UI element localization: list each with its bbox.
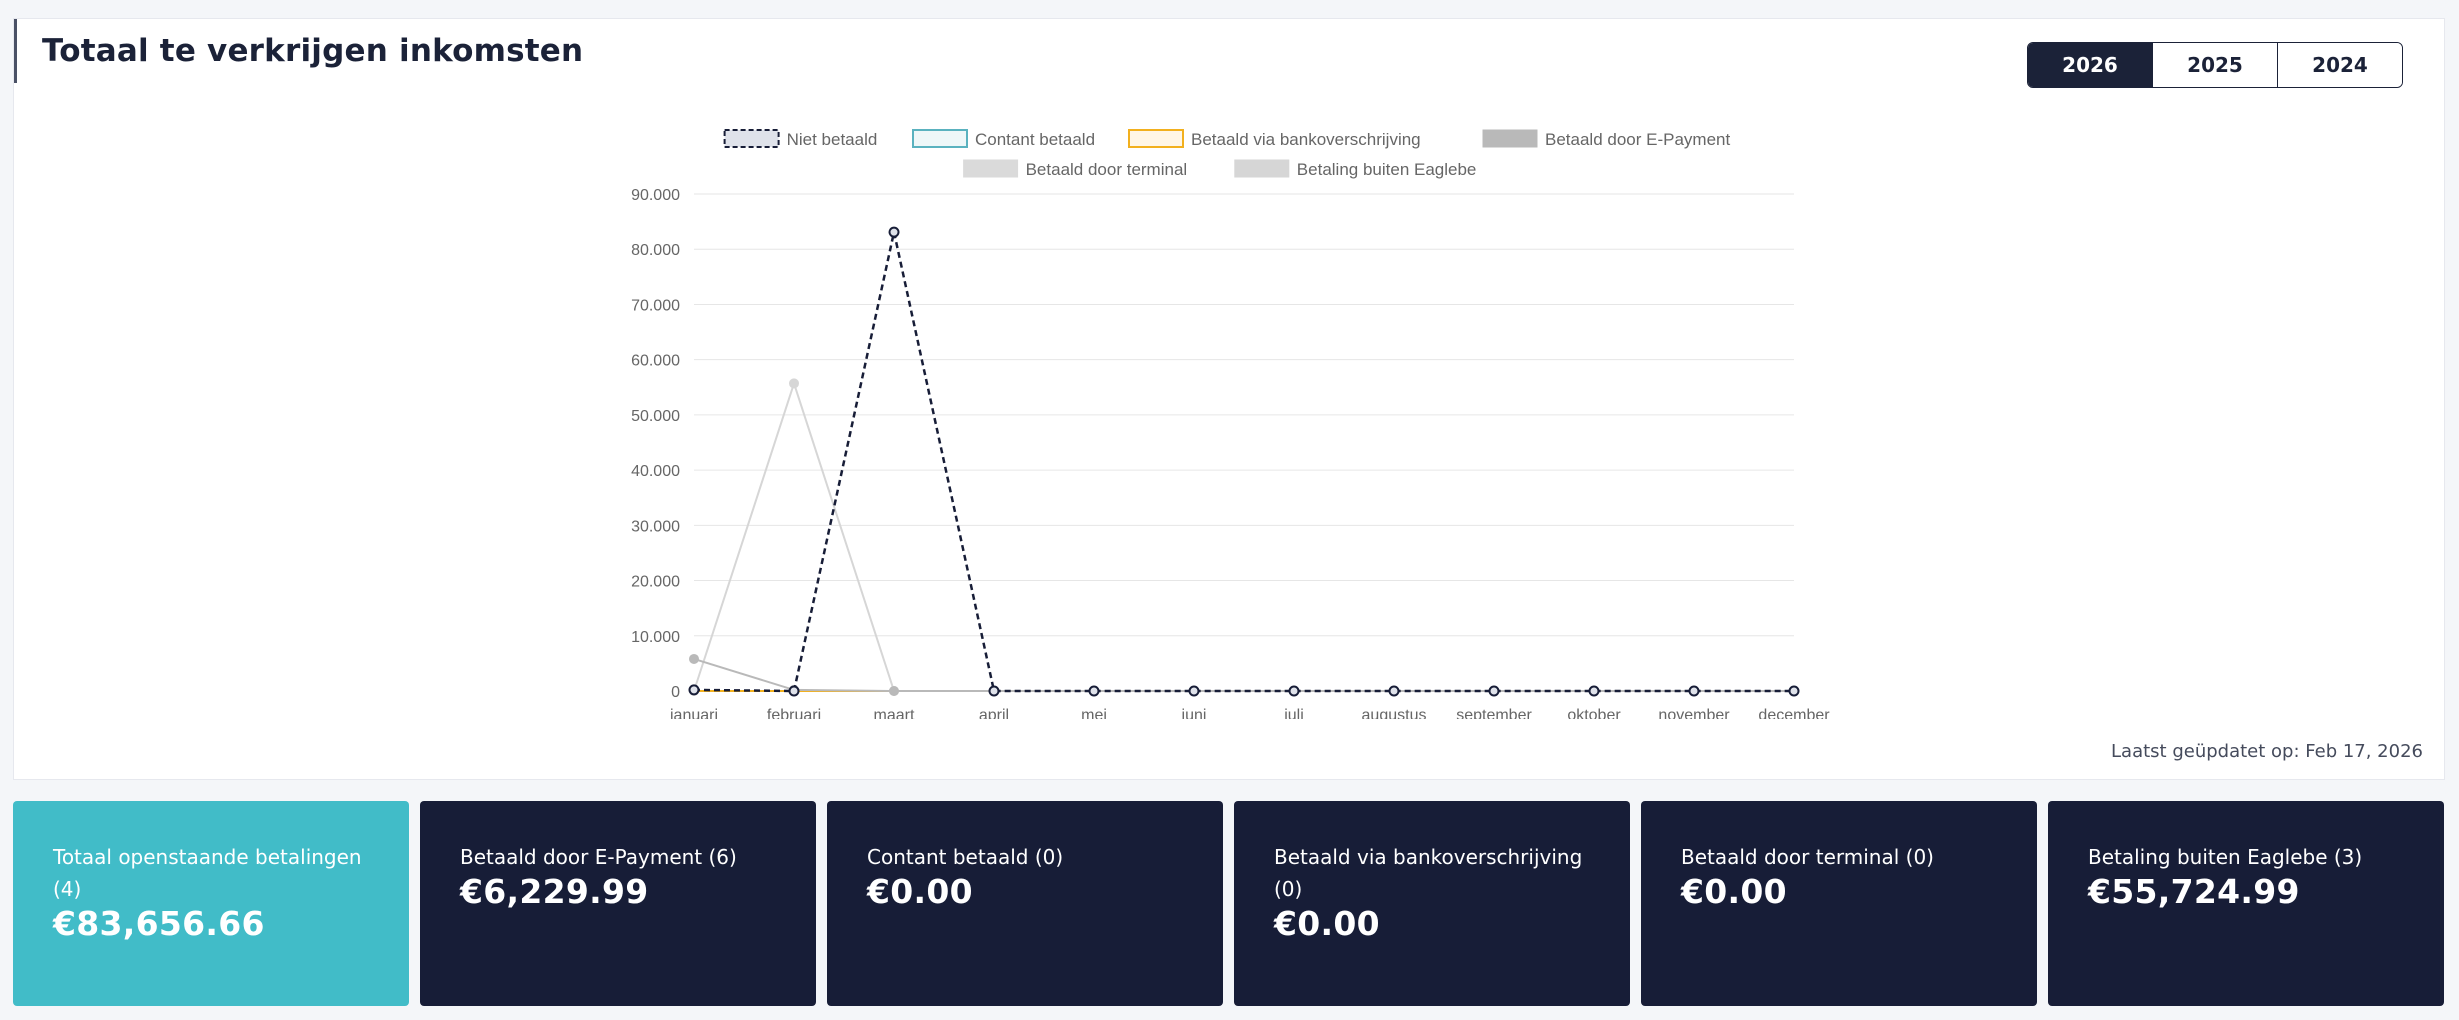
series-line bbox=[693, 380, 1794, 692]
y-tick-label: 80.000 bbox=[631, 242, 680, 259]
card-value: €0.00 bbox=[1681, 872, 1787, 911]
y-tick-label: 50.000 bbox=[631, 408, 680, 425]
x-tick-label: februari bbox=[767, 707, 821, 719]
legend-swatch bbox=[912, 129, 968, 148]
legend-label: Contant betaald bbox=[975, 130, 1095, 149]
data-point bbox=[689, 653, 699, 664]
data-point bbox=[988, 685, 1000, 697]
page-title: Totaal te verkrijgen inkomsten bbox=[42, 33, 584, 69]
legend-item[interactable]: Betaald door terminal bbox=[963, 159, 1188, 179]
data-point bbox=[1688, 685, 1700, 697]
legend-item[interactable]: Betaald via bankoverschrijving bbox=[1128, 129, 1421, 149]
data-point bbox=[1788, 685, 1800, 697]
x-tick-label: december bbox=[1758, 707, 1830, 719]
x-tick-label: mei bbox=[1081, 707, 1107, 719]
data-point bbox=[889, 686, 899, 696]
y-tick-label: 30.000 bbox=[631, 518, 680, 535]
y-tick-label: 40.000 bbox=[631, 463, 680, 480]
legend-item[interactable]: Betaling buiten Eaglebe bbox=[1234, 159, 1477, 179]
legend-swatch bbox=[1482, 129, 1538, 148]
data-point bbox=[1188, 685, 1200, 697]
legend-label: Betaald door terminal bbox=[1026, 160, 1188, 179]
last-updated-text: Laatst geüpdatet op: Feb 17, 2026 bbox=[2111, 741, 2423, 762]
card-label: Betaald door E-Payment (6) bbox=[460, 845, 737, 869]
card-total-outstanding[interactable]: Totaal openstaande betalingen (4) €83,65… bbox=[13, 801, 409, 1006]
data-point bbox=[1288, 685, 1300, 697]
data-point bbox=[888, 226, 900, 238]
card-value: €0.00 bbox=[867, 872, 973, 911]
panel-accent-bar bbox=[14, 19, 17, 83]
legend-label: Betaald door E-Payment bbox=[1545, 130, 1730, 149]
series-line bbox=[693, 658, 1794, 692]
summary-cards: Totaal openstaande betalingen (4) €83,65… bbox=[13, 801, 2445, 1007]
year-button-2026[interactable]: 2026 bbox=[2028, 43, 2152, 87]
card-cash[interactable]: Contant betaald (0) €0.00 bbox=[827, 801, 1223, 1006]
x-tick-label: maart bbox=[874, 707, 915, 719]
legend-swatch bbox=[723, 129, 780, 148]
card-value: €83,656.66 bbox=[53, 904, 265, 943]
data-point bbox=[1088, 685, 1100, 697]
card-terminal[interactable]: Betaald door terminal (0) €0.00 bbox=[1641, 801, 2037, 1006]
legend-swatch bbox=[1128, 129, 1184, 148]
card-label: Betaald via bankoverschrijving (0) bbox=[1274, 845, 1583, 901]
year-button-2025[interactable]: 2025 bbox=[2152, 43, 2277, 87]
data-point bbox=[788, 685, 800, 697]
x-tick-label: augustus bbox=[1362, 707, 1427, 719]
card-outside-eaglebe[interactable]: Betaling buiten Eaglebe (3) €55,724.99 bbox=[2048, 801, 2444, 1006]
x-tick-label: juni bbox=[1181, 707, 1207, 719]
legend-item[interactable]: Niet betaald bbox=[723, 129, 878, 149]
series-line bbox=[693, 231, 1794, 693]
data-point bbox=[1588, 685, 1600, 697]
legend-label: Betaling buiten Eaglebe bbox=[1297, 160, 1477, 179]
card-label: Betaling buiten Eaglebe (3) bbox=[2088, 845, 2363, 869]
data-point bbox=[688, 684, 700, 696]
x-tick-label: juli bbox=[1283, 707, 1304, 719]
data-point bbox=[1488, 685, 1500, 697]
card-label: Contant betaald (0) bbox=[867, 845, 1064, 869]
y-tick-label: 10.000 bbox=[631, 629, 680, 646]
income-panel: Totaal te verkrijgen inkomsten 2026 2025… bbox=[13, 18, 2445, 780]
y-tick-label: 70.000 bbox=[631, 297, 680, 314]
y-tick-label: 0 bbox=[671, 684, 680, 701]
legend-item[interactable]: Betaald door E-Payment bbox=[1482, 129, 1730, 149]
card-bank-transfer[interactable]: Betaald via bankoverschrijving (0) €0.00 bbox=[1234, 801, 1630, 1006]
legend-label: Niet betaald bbox=[787, 130, 878, 149]
x-tick-label: oktober bbox=[1567, 707, 1621, 719]
year-selector: 2026 2025 2024 bbox=[2027, 42, 2403, 88]
data-point bbox=[789, 378, 799, 389]
x-tick-label: april bbox=[979, 707, 1009, 719]
data-point bbox=[1388, 685, 1400, 697]
income-line-chart: 0 10.000 20.000 30.000 40.000 50.000 60.000 70.… bbox=[631, 129, 1830, 719]
x-tick-label: januari bbox=[669, 707, 718, 719]
legend-label: Betaald via bankoverschrijving bbox=[1191, 130, 1421, 149]
legend-item[interactable]: Contant betaald bbox=[912, 129, 1095, 149]
card-e-payment[interactable]: Betaald door E-Payment (6) €6,229.99 bbox=[420, 801, 816, 1006]
y-tick-label: 60.000 bbox=[631, 353, 680, 370]
x-tick-label: november bbox=[1658, 707, 1730, 719]
legend-swatch bbox=[963, 159, 1019, 178]
y-tick-label: 20.000 bbox=[631, 574, 680, 591]
year-button-2024[interactable]: 2024 bbox=[2277, 43, 2402, 87]
card-value: €55,724.99 bbox=[2088, 872, 2300, 911]
card-value: €0.00 bbox=[1274, 904, 1380, 943]
card-label: Betaald door terminal (0) bbox=[1681, 845, 1934, 869]
legend-swatch bbox=[1234, 159, 1290, 178]
card-label: Totaal openstaande betalingen (4) bbox=[53, 845, 362, 901]
x-tick-label: september bbox=[1456, 707, 1532, 719]
card-value: €6,229.99 bbox=[460, 872, 649, 911]
y-tick-label: 90.000 bbox=[631, 187, 680, 204]
